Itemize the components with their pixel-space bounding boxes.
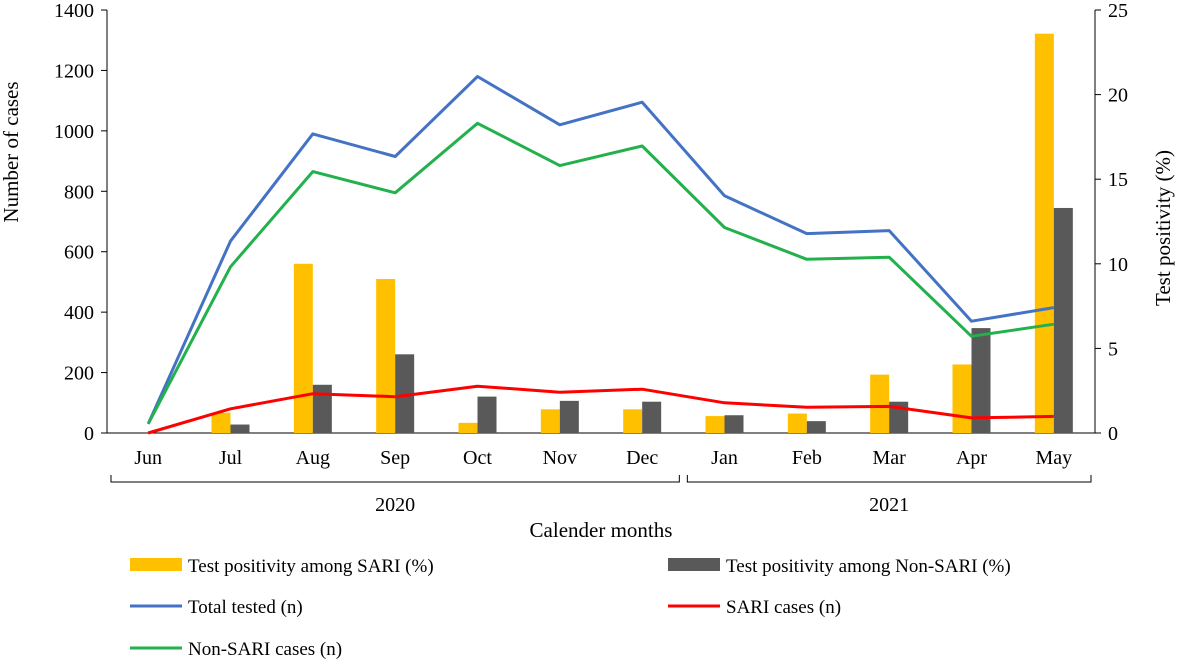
x-tick-label: Nov [543,447,577,469]
bar-sari-positivity [540,409,560,433]
bar-sari-positivity [1034,33,1054,434]
legend-swatch-sari-positivity [130,558,182,571]
year-bracket [110,475,680,483]
bar-sari-positivity [952,364,972,433]
left-tick-label: 1000 [54,121,94,143]
line-total-tested [146,75,1055,425]
right-tick-label: 20 [1108,85,1128,107]
x-tick-label: Jul [219,447,243,469]
x-tick-label: Jun [134,447,162,469]
legend-label-sari-positivity: Test positivity among SARI (%) [188,556,434,577]
bar-sari-positivity [211,412,231,433]
bar-nonsari-positivity [971,328,991,433]
bar-nonsari-positivity [642,401,662,433]
x-axis-categories: Jun Jul Aug Sep Oct Nov Dec Jan Feb Mar Apr May [134,447,1072,469]
year-label: 2021 [869,494,909,516]
legend-swatch-nonsari-positivity [668,558,720,571]
left-tick-label: 200 [64,363,94,385]
left-tick-label: 400 [64,302,94,324]
legend-label-nonsari-cases: Non-SARI cases (n) [188,639,342,660]
line-sari-cases [147,384,1054,435]
left-tick-label: 600 [64,242,94,264]
right-tick-label: 15 [1108,169,1128,191]
line-series [146,75,1055,435]
right-tick-label: 10 [1108,254,1128,276]
left-tick-label: 0 [84,423,94,445]
right-axis-title: Test positivity (%) [1151,150,1175,306]
legend: Test positivity among SARI (%) Test posi… [130,556,1011,660]
bar-sari-positivity [376,279,396,433]
plot-area: 0 200 400 600 800 1000 1200 1400 0 5 10 15 20 25 Jun… [54,0,1128,516]
legend-label-nonsari-positivity: Test positivity among Non-SARI (%) [726,556,1011,577]
x-axis-title: Calender months [530,518,673,542]
right-tick-label: 5 [1108,338,1118,360]
right-tick-label: 25 [1108,0,1128,22]
bar-nonsari-positivity [1053,207,1073,433]
x-tick-label: Dec [626,447,658,469]
bar-sari-positivity [293,263,313,433]
bar-nonsari-positivity [806,421,826,433]
year-groups: 2020 2021 [110,475,1092,516]
bar-nonsari-positivity [395,354,415,433]
bar-sari-positivity [870,374,890,433]
left-axis-ticks: 0 200 400 600 800 1000 1200 1400 [54,0,107,445]
bar-nonsari-positivity [312,384,332,433]
bar-sari-positivity [458,422,478,433]
right-tick-label: 0 [1108,423,1118,445]
bar-series [211,33,1073,434]
x-tick-label: Aug [296,447,330,469]
x-tick-label: Oct [463,447,492,469]
bar-nonsari-positivity [559,400,579,433]
bar-nonsari-positivity [724,415,744,433]
left-tick-label: 1400 [54,0,94,22]
year-bracket [686,475,1092,483]
x-tick-label: Jan [711,447,738,469]
legend-label-total-tested: Total tested (n) [188,597,303,618]
x-tick-label: Sep [380,447,410,469]
left-tick-label: 1200 [54,60,94,82]
x-tick-label: Apr [956,447,987,469]
bar-sari-positivity [787,413,807,433]
x-tick-label: Mar [873,447,907,469]
x-tick-label: Feb [792,447,822,469]
year-label: 2020 [375,494,415,516]
bar-sari-positivity [705,416,725,433]
line-nonsari-cases [146,121,1055,425]
bar-nonsari-positivity [230,424,250,433]
right-axis-ticks: 0 5 10 15 20 25 [1095,0,1128,445]
legend-label-sari-cases: SARI cases (n) [726,597,841,618]
bar-nonsari-positivity [477,396,497,433]
bar-sari-positivity [623,409,643,433]
left-tick-label: 800 [64,181,94,203]
x-tick-label: May [1035,447,1072,469]
left-axis-title: Number of cases [0,81,23,222]
